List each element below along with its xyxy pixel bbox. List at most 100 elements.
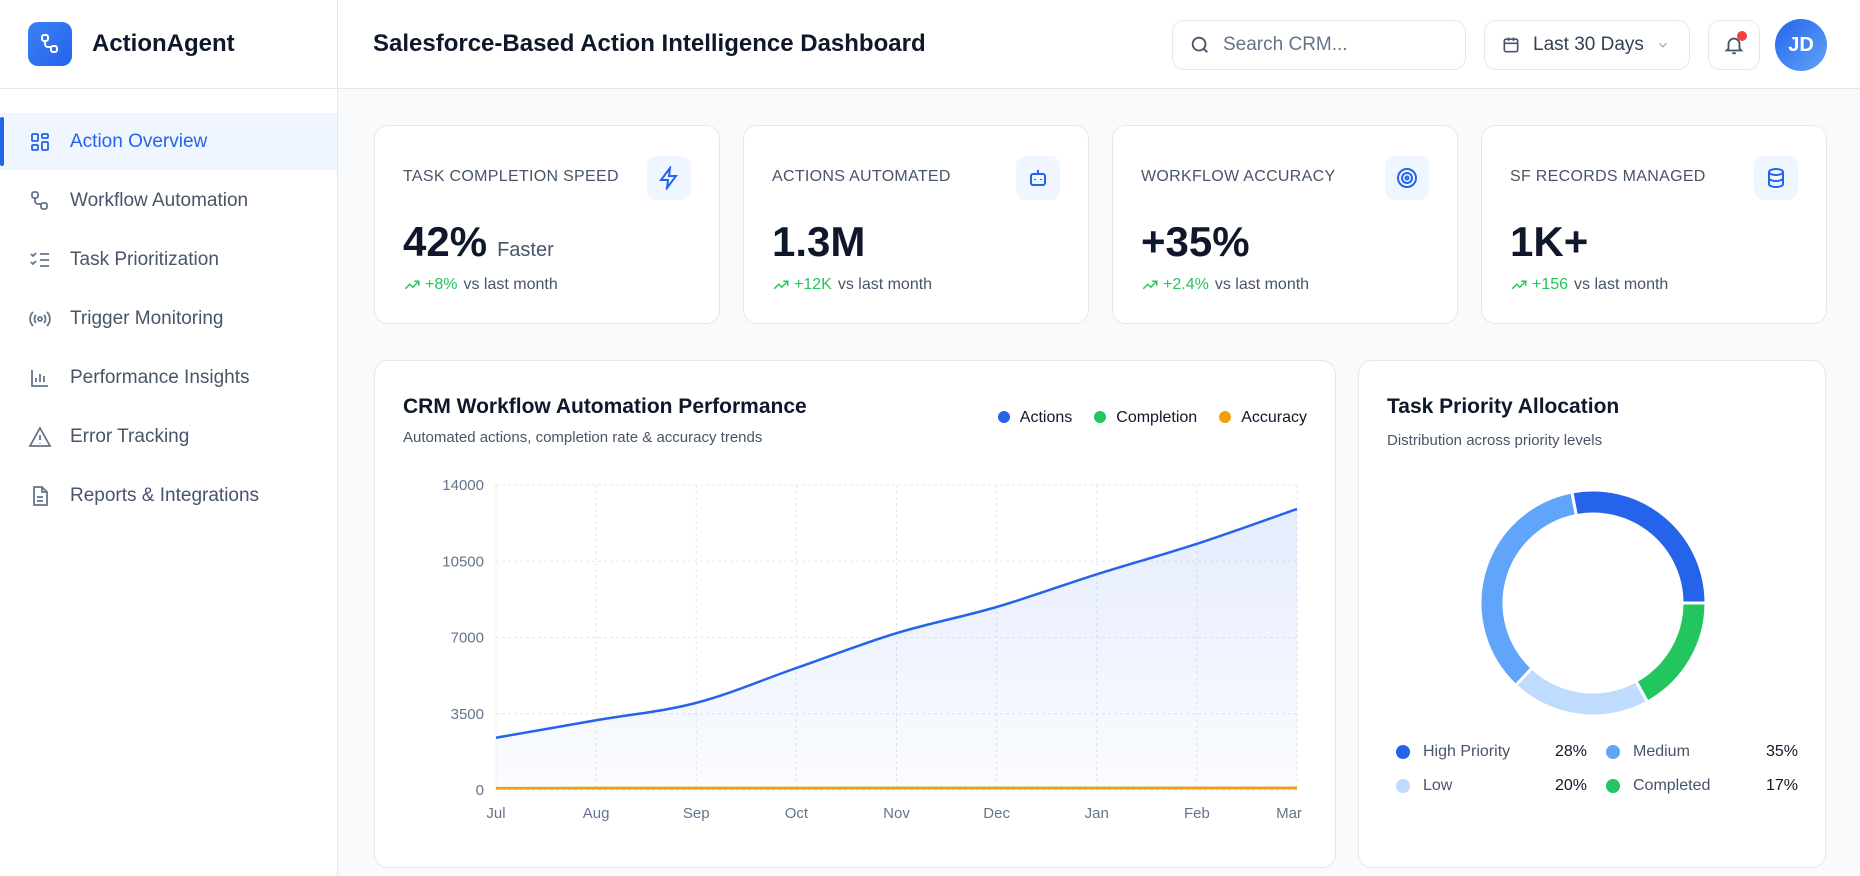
notification-badge [1737,31,1747,41]
date-range-select[interactable]: Last 30 Days [1484,20,1690,70]
donut-title: Task Priority Allocation [1387,395,1620,418]
y-tick-label: 3500 [451,706,484,723]
kpi-change-text: vs last month [1574,276,1669,293]
donut-chart [1478,488,1708,718]
kpi-change: +156 vs last month [1510,276,1668,294]
priority-allocation-card: Task Priority Allocation Distribution ac… [1358,360,1826,868]
trending-up-icon [773,280,789,290]
kpi-change-text: vs last month [1214,276,1310,293]
notifications-button[interactable] [1708,20,1760,70]
kpi-value: +35% [1141,218,1250,266]
legend-percent: 28% [1554,743,1587,760]
legend-item-accuracy[interactable]: Accuracy [1219,409,1307,427]
sidebar-item-trigger-monitoring[interactable]: Trigger Monitoring [0,290,337,347]
brand[interactable]: ActionAgent [0,0,337,89]
database-icon [1768,168,1784,189]
x-tick-label: Nov [883,805,910,822]
chart-legend: Actions Completion Accuracy [997,409,1307,427]
donut-legend-item: Completed [1606,777,1710,795]
automation-performance-card: CRM Workflow Automation Performance Auto… [374,360,1336,868]
chevron-down-icon [1658,42,1667,48]
search-input[interactable] [1223,34,1443,56]
kpi-change: +2.4% vs last month [1141,276,1309,294]
legend-label: High Priority [1423,743,1511,760]
donut-legend-item: Medium [1606,743,1690,761]
kpi-change-text: vs last month [463,276,558,293]
sidebar: ActionAgent Action Overview Workflow Auto… [0,0,338,876]
series-area-actions [496,508,1297,790]
donut-legend-item: High Priority [1396,743,1510,761]
legend-dot [1396,745,1410,759]
legend-dot [1606,779,1620,793]
legend-dot [1094,411,1107,423]
calendar-icon [1503,37,1519,53]
bot-icon [1030,170,1046,186]
chart-title: CRM Workflow Automation Performance [403,395,807,418]
kpi-label: WORKFLOW ACCURACY [1141,168,1336,185]
kpi-card: WORKFLOW ACCURACY +35% +2.4% vs last mont… [1112,125,1458,324]
alert-triangle-icon [28,425,52,447]
logo-icon [28,22,72,66]
kpi-change-value: +2.4% [1163,276,1209,293]
kpi-value: 1.3M [772,218,865,266]
zap-icon [659,166,678,190]
sidebar-item-label: Performance Insights [70,366,250,388]
avatar[interactable]: JD [1775,19,1827,71]
trending-up-icon [1142,280,1158,290]
search-icon [1191,36,1208,53]
kpi-value-text: 1K+ [1510,218,1589,265]
sidebar-item-action-overview[interactable]: Action Overview [0,113,337,170]
kpi-card: ACTIONS AUTOMATED 1.3M +12K vs last month [743,125,1089,324]
x-tick-label: Dec [983,805,1010,822]
series-line-actions [495,507,1298,739]
bell-icon [1724,37,1744,55]
y-tick-label: 10500 [442,553,484,570]
legend-dot [1606,745,1620,759]
donut-legend-item: Low [1396,777,1452,795]
x-tick-label: Jul [486,805,505,822]
legend-label: Completion [1116,409,1198,426]
legend-dot [997,411,1010,423]
sidebar-item-label: Error Tracking [70,425,190,447]
kpi-value-text: 1.3M [772,218,866,265]
radio-icon [29,310,51,327]
sidebar-item-label: Task Prioritization [70,248,219,270]
search-box[interactable] [1172,20,1466,70]
kpi-change: +12K vs last month [772,276,932,294]
sidebar-item-performance-insights[interactable]: Performance Insights [0,349,337,406]
legend-label: Actions [1019,409,1073,426]
sidebar-item-reports-integrations[interactable]: Reports & Integrations [0,467,337,524]
kpi-change-value: +12K [794,276,832,293]
line-chart: 0 3500 7000 10500 14000 Jul Aug Sep Oct Nov Dec Jan… [442,477,1302,822]
kpi-value: 1K+ [1510,218,1588,266]
sidebar-item-workflow-automation[interactable]: Workflow Automation [0,172,337,229]
page-title: Salesforce-Based Action Intelligence Das… [373,30,926,57]
x-tick-label: Sep [683,805,710,822]
legend-item-actions[interactable]: Actions [997,409,1073,427]
donut-slice-high-priority [1570,488,1708,605]
kpi-suffix: Faster [497,239,554,261]
legend-percent: 35% [1765,743,1798,760]
x-tick-label: Feb [1184,805,1210,822]
legend-percent: 17% [1765,777,1798,794]
kpi-value: 42% Faster [403,218,554,266]
y-tick-label: 7000 [451,630,484,647]
sidebar-nav: Action Overview Workflow Automation Task P… [0,89,337,524]
sidebar-item-label: Reports & Integrations [70,484,260,506]
x-tick-label: Aug [583,805,610,822]
kpi-change-value: +156 [1532,276,1569,293]
kpi-change: +8% vs last month [403,276,558,294]
donut-slice-low [1513,665,1650,718]
legend-dot [1396,779,1410,793]
kpi-value-text: +35% [1141,218,1250,265]
legend-percent: 20% [1554,777,1587,794]
sidebar-item-error-tracking[interactable]: Error Tracking [0,408,337,465]
x-tick-label: Oct [785,805,809,822]
file-text-icon [33,485,48,506]
kpi-label: ACTIONS AUTOMATED [772,168,951,185]
sidebar-item-label: Workflow Automation [70,189,249,211]
legend-item-completion[interactable]: Completion [1094,409,1197,427]
x-tick-label: Jan [1085,805,1109,822]
kpi-change-value: +8% [425,276,458,293]
sidebar-item-task-prioritization[interactable]: Task Prioritization [0,231,337,288]
